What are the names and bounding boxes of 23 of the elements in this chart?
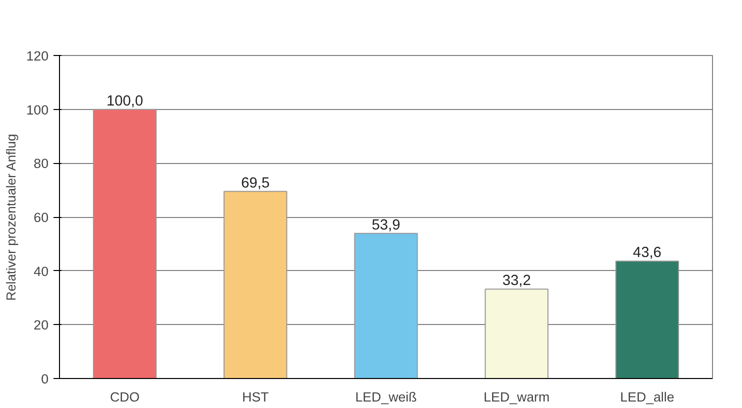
x-tick-label: CDO — [110, 390, 140, 404]
data-label: 43,6 — [632, 245, 662, 262]
y-tick-label: 100 — [26, 102, 49, 118]
data-label: 53,9 — [372, 217, 400, 234]
data-label: 69,5 — [241, 175, 270, 192]
bar — [484, 288, 548, 378]
y-tick-label: 20 — [34, 318, 49, 333]
x-tick-label: LED_weiß — [355, 390, 417, 404]
bar — [354, 232, 418, 378]
x-tick-label: HST — [242, 390, 269, 404]
y-tick-label: 0 — [41, 372, 49, 386]
bar — [615, 260, 680, 378]
x-tick-label: LED_warm — [484, 390, 550, 404]
y-tick-label: 60 — [34, 210, 49, 225]
y-axis-title: Relativer prozentualer Anflug — [3, 134, 18, 301]
bar — [92, 108, 157, 378]
data-label: 100,0 — [106, 93, 144, 110]
y-tick-label: 40 — [34, 264, 49, 279]
bar — [224, 190, 288, 378]
y-tick-label: 80 — [34, 156, 49, 172]
data-label: 33,2 — [502, 273, 531, 290]
x-tick-label: LED_alle — [620, 390, 674, 404]
y-tick-label: 120 — [26, 48, 49, 64]
